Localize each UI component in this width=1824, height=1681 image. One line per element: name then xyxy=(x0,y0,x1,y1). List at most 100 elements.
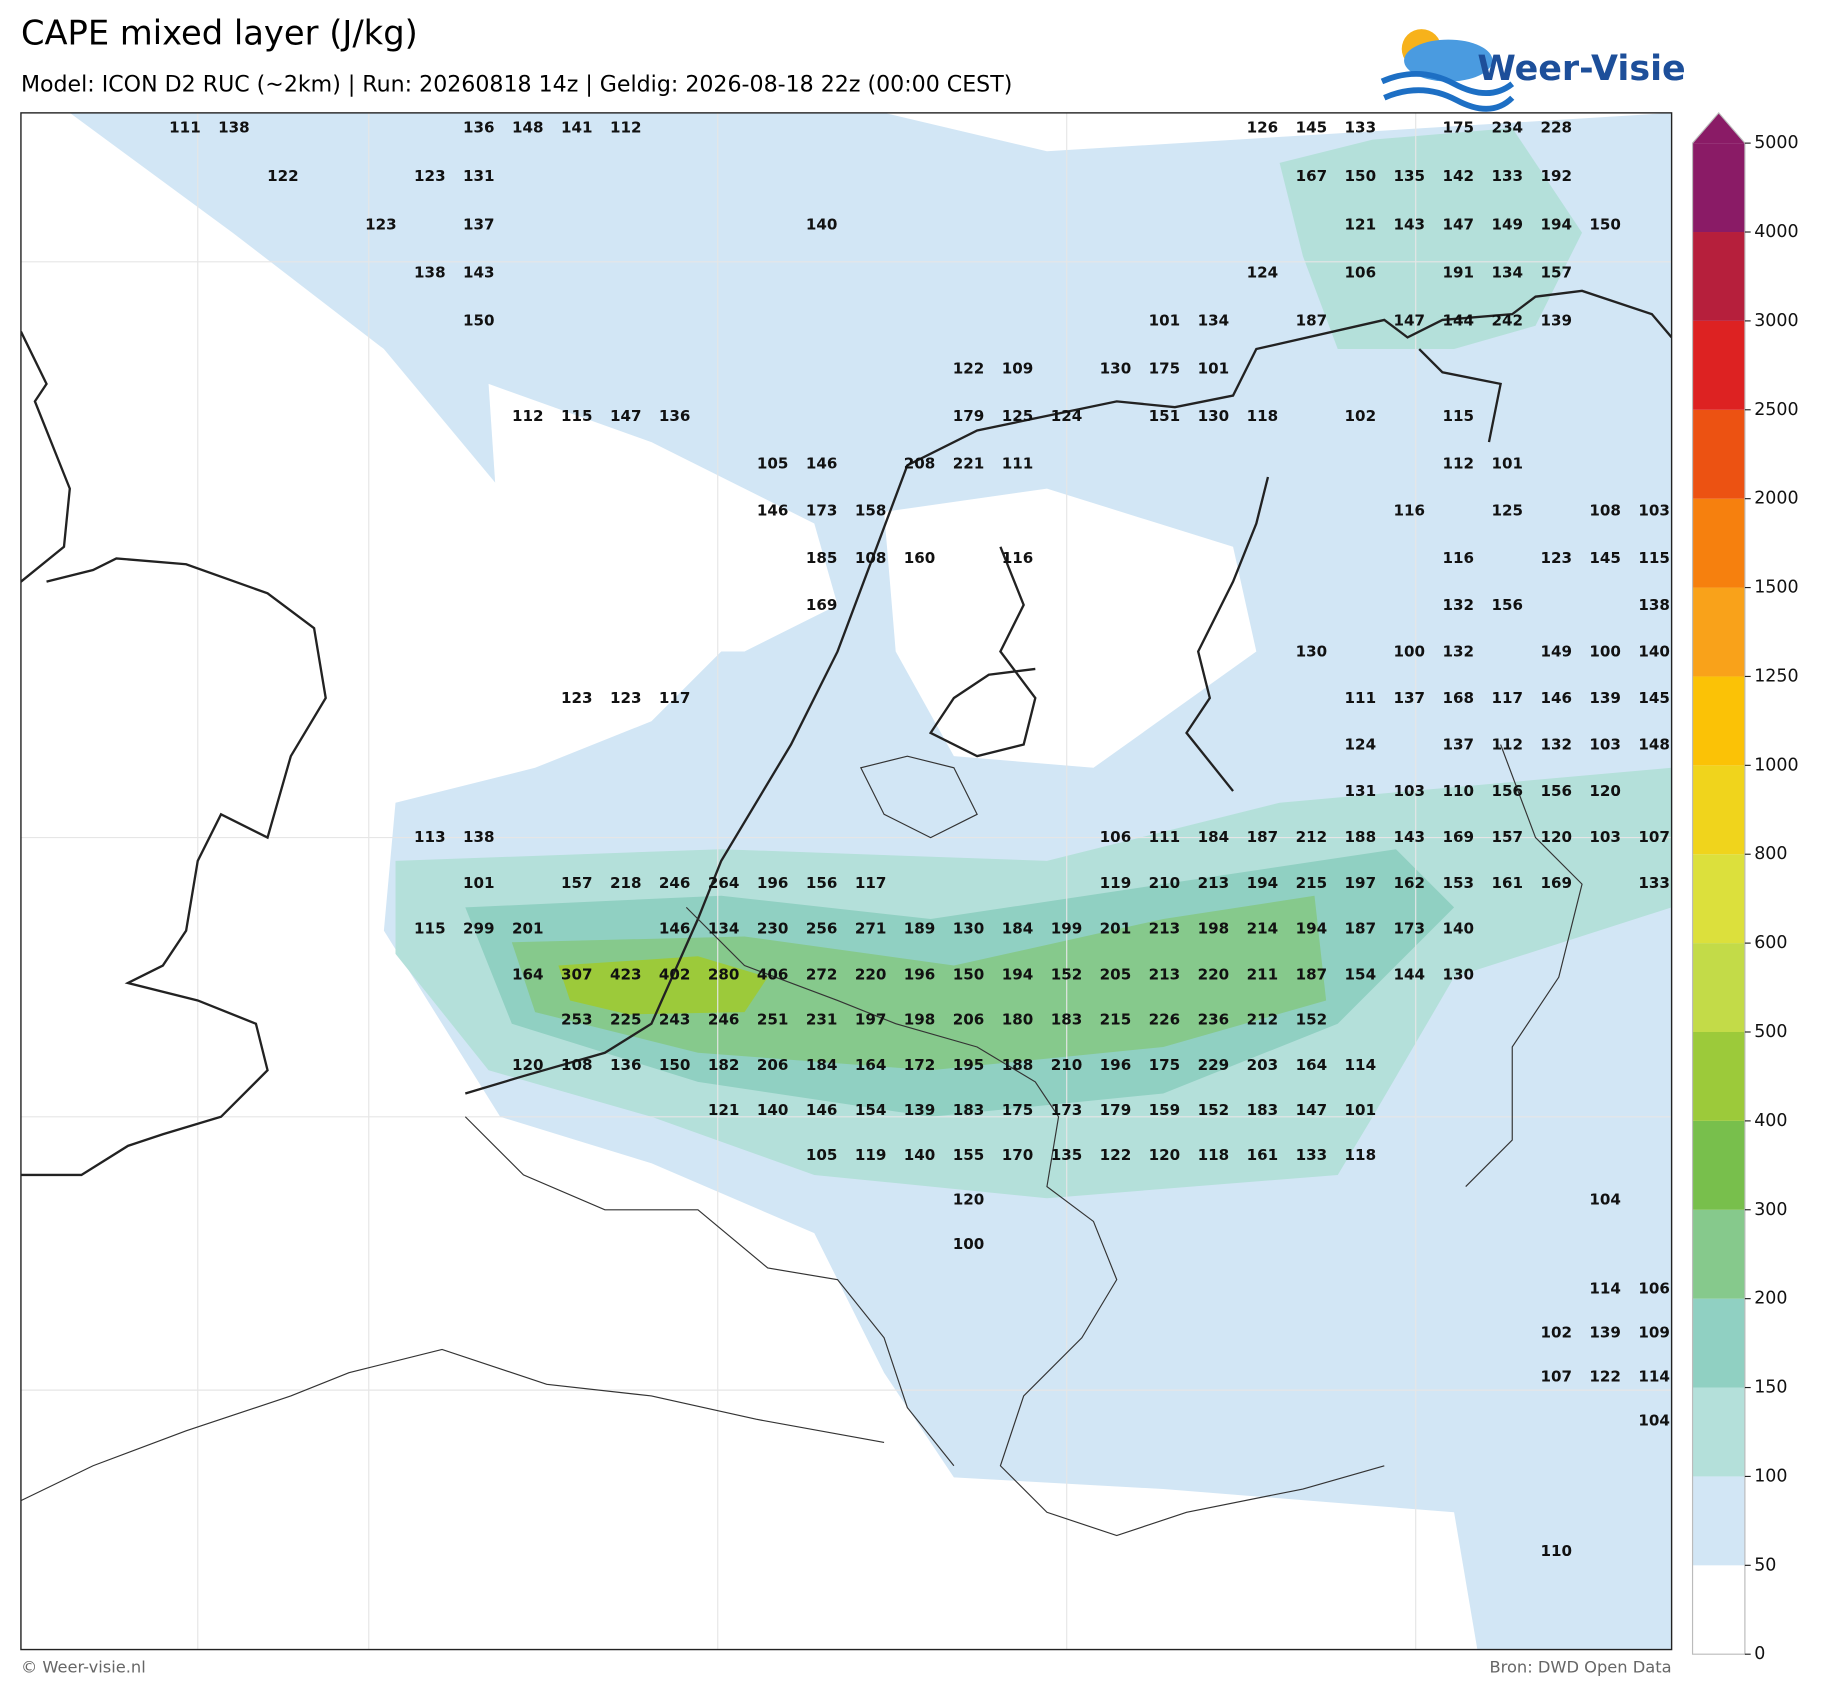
grid-value: 148 xyxy=(1638,736,1670,754)
grid-value: 162 xyxy=(1394,874,1426,892)
grid-value: 108 xyxy=(1589,502,1621,520)
grid-value: 145 xyxy=(1589,549,1621,567)
grid-value: 117 xyxy=(1491,689,1523,707)
grid-value: 246 xyxy=(708,1011,740,1029)
grid-value: 198 xyxy=(1198,920,1230,938)
grid-value: 138 xyxy=(1638,596,1670,614)
grid-value: 102 xyxy=(1345,407,1377,425)
colorbar-segment xyxy=(1692,854,1745,944)
grid-value: 184 xyxy=(1198,828,1230,846)
grid-value: 196 xyxy=(904,965,936,983)
grid-value: 101 xyxy=(1198,359,1230,377)
grid-value: 133 xyxy=(1638,874,1670,892)
grid-value: 112 xyxy=(512,407,544,425)
grid-value: 164 xyxy=(855,1056,887,1074)
grid-value: 272 xyxy=(806,965,838,983)
colorbar-tick-label: 0 xyxy=(1754,1644,1765,1664)
grid-value: 183 xyxy=(1051,1011,1083,1029)
grid-value: 132 xyxy=(1540,736,1572,754)
grid-value: 139 xyxy=(1589,1324,1621,1342)
grid-value: 131 xyxy=(1345,782,1377,800)
grid-value: 120 xyxy=(1589,782,1621,800)
grid-value: 117 xyxy=(855,874,887,892)
grid-value: 423 xyxy=(610,965,642,983)
grid-value: 156 xyxy=(1491,782,1523,800)
grid-value: 109 xyxy=(1638,1324,1670,1342)
grid-value: 180 xyxy=(1002,1011,1034,1029)
grid-value: 210 xyxy=(1051,1056,1083,1074)
grid-value: 187 xyxy=(1345,920,1377,938)
grid-value: 156 xyxy=(1491,596,1523,614)
grid-value: 175 xyxy=(1149,1056,1181,1074)
grid-value: 135 xyxy=(1051,1146,1083,1164)
grid-value: 225 xyxy=(610,1011,642,1029)
grid-value: 184 xyxy=(806,1056,838,1074)
grid-value: 169 xyxy=(1442,828,1474,846)
grid-value: 102 xyxy=(1540,1324,1572,1342)
grid-value: 123 xyxy=(561,689,593,707)
colorbar-segment xyxy=(1692,676,1745,766)
grid-value: 138 xyxy=(218,119,250,137)
logo-wave xyxy=(1380,70,1515,96)
grid-value: 264 xyxy=(708,874,740,892)
grid-value: 185 xyxy=(806,549,838,567)
grid-value: 152 xyxy=(1296,1011,1328,1029)
grid-value: 137 xyxy=(1442,736,1474,754)
grid-value: 119 xyxy=(855,1146,887,1164)
grid-value: 112 xyxy=(1442,454,1474,472)
grid-value: 145 xyxy=(1638,689,1670,707)
grid-value: 133 xyxy=(1345,119,1377,137)
grid-value: 122 xyxy=(267,167,299,185)
grid-value: 191 xyxy=(1442,263,1474,281)
grid-value: 150 xyxy=(1589,215,1621,233)
grid-value: 251 xyxy=(757,1011,789,1029)
colorbar-segment xyxy=(1692,232,1745,321)
grid-value: 113 xyxy=(414,828,446,846)
grid-value: 116 xyxy=(1394,502,1426,520)
grid-value: 118 xyxy=(1198,1146,1230,1164)
grid-value: 215 xyxy=(1296,874,1328,892)
logo-text: Weer-Visie xyxy=(1477,49,1685,89)
grid-value: 144 xyxy=(1394,965,1426,983)
grid-value: 195 xyxy=(953,1056,985,1074)
grid-value: 161 xyxy=(1491,874,1523,892)
grid-value: 147 xyxy=(1442,215,1474,233)
grid-value: 101 xyxy=(463,874,495,892)
grid-value: 105 xyxy=(757,454,789,472)
grid-value: 187 xyxy=(1296,965,1328,983)
colorbar-segment xyxy=(1692,1476,1745,1566)
grid-value: 256 xyxy=(806,920,838,938)
grid-value: 106 xyxy=(1638,1280,1670,1298)
grid-value: 115 xyxy=(414,920,446,938)
grid-value: 157 xyxy=(1540,263,1572,281)
colorbar-segment xyxy=(1692,409,1745,499)
grid-value: 108 xyxy=(561,1056,593,1074)
grid-value: 135 xyxy=(1394,167,1426,185)
map-frame xyxy=(20,112,1673,1651)
grid-value: 138 xyxy=(414,263,446,281)
colorbar-tick-label: 5000 xyxy=(1754,133,1798,153)
grid-value: 156 xyxy=(806,874,838,892)
grid-value: 164 xyxy=(1296,1056,1328,1074)
grid-value: 134 xyxy=(1491,263,1523,281)
grid-value: 112 xyxy=(610,119,642,137)
grid-value: 132 xyxy=(1442,643,1474,661)
grid-value: 130 xyxy=(1198,407,1230,425)
grid-value: 115 xyxy=(561,407,593,425)
grid-value: 194 xyxy=(1247,874,1279,892)
grid-value: 104 xyxy=(1589,1191,1621,1209)
grid-value: 182 xyxy=(708,1056,740,1074)
grid-value: 148 xyxy=(512,119,544,137)
grid-value: 121 xyxy=(1345,215,1377,233)
grid-value: 231 xyxy=(806,1011,838,1029)
grid-value: 101 xyxy=(1149,311,1181,329)
grid-value: 307 xyxy=(561,965,593,983)
grid-value: 150 xyxy=(659,1056,691,1074)
grid-value: 159 xyxy=(1149,1101,1181,1119)
grid-value: 146 xyxy=(1540,689,1572,707)
grid-value: 164 xyxy=(512,965,544,983)
grid-value: 199 xyxy=(1051,920,1083,938)
grid-value: 230 xyxy=(757,920,789,938)
colorbar-tick-label: 200 xyxy=(1754,1289,1787,1309)
grid-value: 122 xyxy=(1589,1368,1621,1386)
